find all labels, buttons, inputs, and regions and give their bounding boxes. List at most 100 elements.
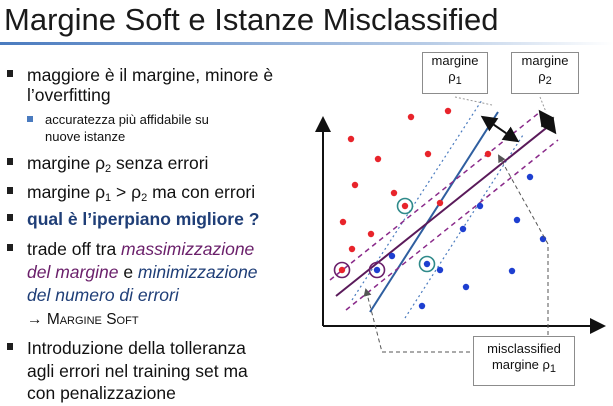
blue-point bbox=[526, 173, 534, 181]
bullet-1-line-2: l’overfitting bbox=[27, 85, 111, 105]
bullet-6-line-2: agli errori nel training set ma bbox=[27, 361, 248, 381]
sub-bullet-1-line-2: nuove istanze bbox=[45, 129, 126, 144]
margin-rho2-lower-line bbox=[345, 139, 559, 311]
bullet-square-icon bbox=[7, 343, 13, 350]
label-margine-rho1: margine ρ1 bbox=[422, 52, 488, 94]
bullet-5-text-c: del margine bbox=[27, 262, 119, 282]
bullet-square-icon bbox=[7, 70, 13, 77]
blue-point bbox=[418, 302, 426, 310]
red-point-support bbox=[401, 202, 409, 210]
label-margine-rho2: margine ρ2 bbox=[511, 52, 579, 94]
bullet-3-text-b: > ρ bbox=[111, 182, 142, 202]
red-point bbox=[484, 150, 492, 158]
label-margine-rho2-line-1: margine bbox=[521, 53, 569, 68]
red-points bbox=[338, 107, 492, 274]
label-margine-rho1-line-1: margine bbox=[431, 53, 479, 68]
rho1-width-arrow bbox=[480, 115, 520, 143]
bullet-6-line-1: Introduzione della tolleranza bbox=[27, 338, 246, 358]
rho-symbol: ρ bbox=[538, 69, 546, 84]
red-point bbox=[351, 181, 359, 189]
label-margine-rho1-line-2: ρ1 bbox=[423, 69, 487, 89]
misclassified-leader-2 bbox=[498, 154, 549, 335]
hyperplane-2 bbox=[335, 124, 551, 297]
misclassified-leader-1 bbox=[363, 288, 470, 353]
bullet-3-sub-2: 2 bbox=[141, 192, 148, 204]
circle-highlight bbox=[418, 255, 436, 273]
blue-point bbox=[388, 252, 396, 260]
hyperplane-1 bbox=[369, 111, 499, 313]
title-underline bbox=[0, 42, 613, 45]
bullet-1-cont: l’overfitting bbox=[27, 84, 111, 106]
red-point bbox=[444, 107, 452, 115]
red-point bbox=[390, 189, 398, 197]
bullet-5-text-e: minimizzazione bbox=[137, 262, 258, 282]
bullet-2: margine ρ2 senza errori bbox=[7, 152, 209, 180]
bullet-4-text: qual è l’iperpiano migliore ? bbox=[27, 209, 260, 229]
circle-highlight bbox=[396, 197, 414, 215]
bullet-3: margine ρ1 > ρ2 ma con errori bbox=[7, 181, 256, 209]
blue-point bbox=[476, 202, 484, 210]
label-misclassified: misclassified margine ρ1 bbox=[473, 336, 575, 386]
bullet-3-text-c: ma con errori bbox=[147, 182, 256, 202]
red-point bbox=[348, 245, 356, 253]
bullet-square-icon bbox=[7, 187, 13, 194]
bullet-5-cont-1: del margine e minimizzazione bbox=[27, 261, 258, 283]
bullet-1-line-1: maggiore è il margine, minore è bbox=[27, 65, 274, 85]
margin-rho1-lower-line bbox=[404, 134, 524, 319]
sub-bullet-1: accuratezza più affidabile su bbox=[27, 112, 209, 128]
circle-highlight bbox=[333, 261, 351, 279]
blue-point bbox=[459, 225, 467, 233]
blue-point bbox=[513, 216, 521, 224]
blue-point bbox=[508, 267, 516, 275]
circle-highlight bbox=[368, 261, 386, 279]
bullet-2-sub: 2 bbox=[105, 163, 112, 175]
bullet-square-icon bbox=[7, 158, 13, 165]
bullet-5-text-d: e bbox=[118, 262, 138, 282]
rho2-leader-line bbox=[539, 96, 547, 113]
bullet-square-icon bbox=[7, 214, 13, 221]
bullet-1: maggiore è il margine, minore è bbox=[7, 64, 274, 86]
red-point bbox=[339, 218, 347, 226]
rho2-width-arrow bbox=[538, 109, 557, 135]
blue-point bbox=[462, 283, 470, 291]
bullet-6-line-3: con penalizzazione bbox=[27, 383, 176, 403]
bullet-3-text-a: margine ρ bbox=[27, 182, 106, 202]
bullet-list: maggiore è il margine, minore è l’overfi… bbox=[7, 64, 274, 404]
blue-point bbox=[436, 266, 444, 274]
blue-point-support bbox=[373, 266, 381, 274]
label-misclassified-line-1: misclassified bbox=[487, 341, 561, 356]
red-point bbox=[367, 230, 375, 238]
red-point bbox=[424, 150, 432, 158]
red-point bbox=[436, 199, 444, 207]
bullet-5-cont-3: → Margine Soft bbox=[27, 309, 139, 331]
sub-bullet-1-line-1: accuratezza più affidabile su bbox=[45, 112, 209, 127]
red-point bbox=[374, 155, 382, 163]
bullet-2-text-b: senza errori bbox=[111, 153, 209, 173]
bullet-4: qual è l’iperpiano migliore ? bbox=[7, 208, 260, 230]
rho-sub: 2 bbox=[545, 75, 552, 87]
bullet-5: trade off tra massimizzazione bbox=[7, 238, 255, 260]
bullet-5-text-g: Margine Soft bbox=[46, 311, 139, 328]
margin-rho1-upper-line bbox=[351, 99, 483, 301]
bullet-2-text-a: margine ρ bbox=[27, 153, 106, 173]
label-margine-rho2-line-2: ρ2 bbox=[512, 69, 578, 89]
red-point bbox=[347, 135, 355, 143]
sub-bullet-square-icon bbox=[27, 116, 33, 122]
bullet-6: Introduzione della tolleranza bbox=[7, 337, 246, 359]
arrow-right-icon: → bbox=[27, 311, 43, 328]
rho-sub: 1 bbox=[549, 363, 557, 375]
margine-rho-text: margine ρ bbox=[491, 357, 550, 372]
bullet-5-text-b: massimizzazione bbox=[121, 239, 255, 259]
red-point bbox=[407, 113, 415, 121]
rho1-leader-line bbox=[454, 96, 493, 106]
bullet-square-icon bbox=[7, 244, 13, 251]
margin-rho2-upper-line bbox=[329, 111, 541, 281]
rho-sub: 1 bbox=[455, 75, 462, 87]
page-title: Margine Soft e Istanze Misclassified bbox=[4, 2, 499, 37]
bullet-5-cont-2: del numero di errori bbox=[27, 284, 179, 306]
red-point-support bbox=[338, 266, 346, 274]
rho-symbol: ρ bbox=[448, 69, 456, 84]
blue-points bbox=[373, 173, 547, 310]
bullet-6-cont-2: con penalizzazione bbox=[27, 382, 176, 404]
